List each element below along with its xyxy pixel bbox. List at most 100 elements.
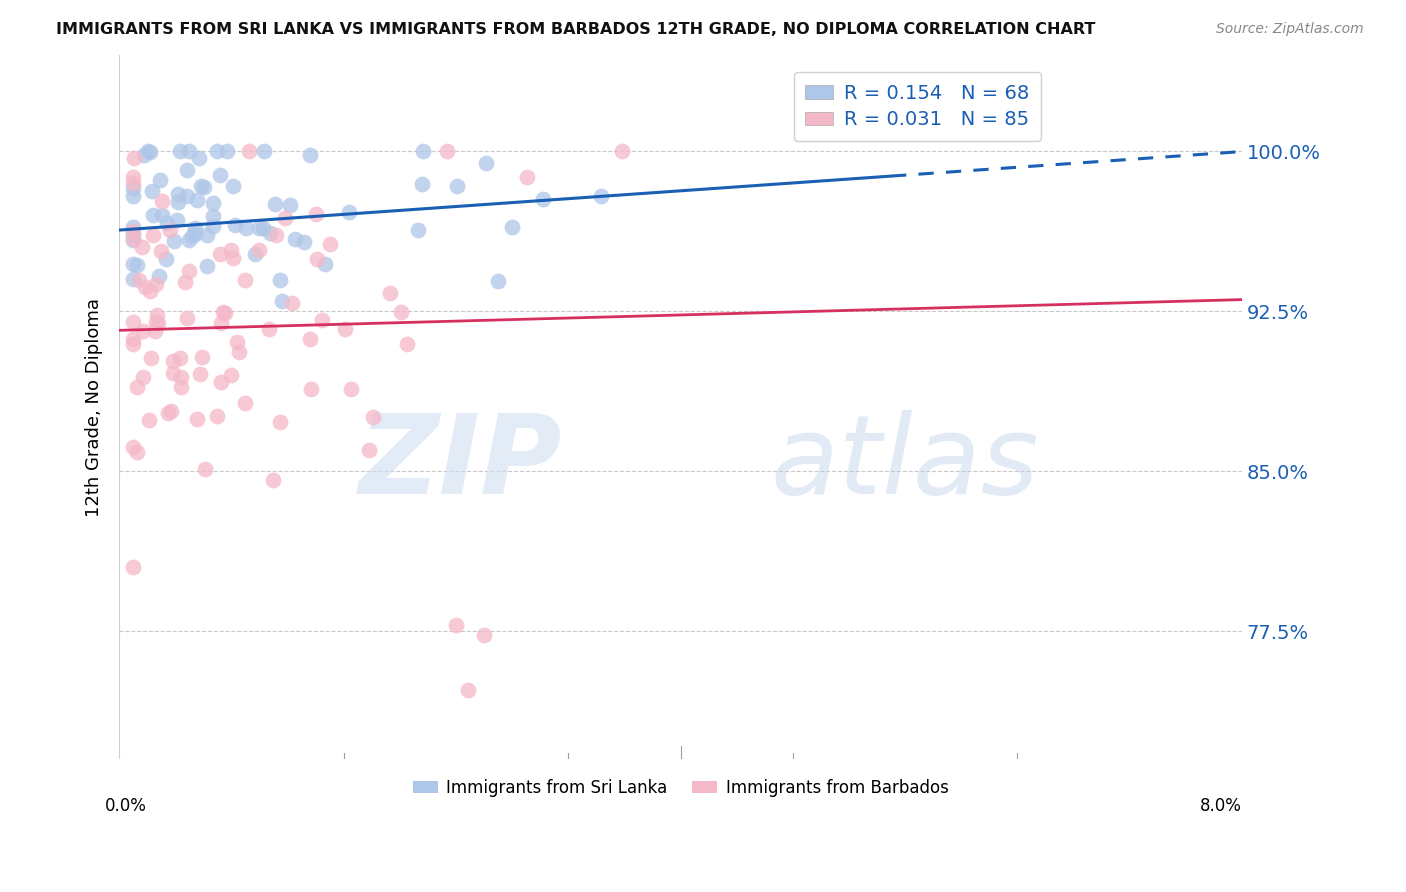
Point xyxy=(201,196,224,211)
Point xyxy=(247,221,270,235)
Point xyxy=(148,268,170,283)
Point xyxy=(233,273,256,287)
Point xyxy=(486,274,509,288)
Point xyxy=(138,145,160,159)
Point xyxy=(134,148,156,162)
Point xyxy=(149,244,172,259)
Point xyxy=(176,162,198,177)
Point xyxy=(174,275,197,289)
Point xyxy=(131,239,153,253)
Point xyxy=(305,207,328,221)
Point xyxy=(139,285,162,299)
Point xyxy=(142,228,165,243)
Point xyxy=(169,351,191,365)
Point xyxy=(233,396,256,410)
Text: IMMIGRANTS FROM SRI LANKA VS IMMIGRANTS FROM BARBADOS 12TH GRADE, NO DIPLOMA COR: IMMIGRANTS FROM SRI LANKA VS IMMIGRANTS … xyxy=(56,22,1095,37)
Point xyxy=(146,308,169,322)
Point xyxy=(149,173,172,187)
Point xyxy=(208,168,231,182)
Point xyxy=(169,144,191,158)
Point xyxy=(122,189,145,203)
Point xyxy=(128,273,150,287)
Point xyxy=(160,404,183,418)
Point xyxy=(264,197,287,211)
Point xyxy=(311,312,333,326)
Point xyxy=(193,179,215,194)
Point xyxy=(122,219,145,234)
Point xyxy=(292,235,315,250)
Point xyxy=(457,682,479,697)
Point xyxy=(472,628,495,642)
Point xyxy=(202,209,225,223)
Point xyxy=(380,285,402,300)
Text: 8.0%: 8.0% xyxy=(1199,797,1241,815)
Point xyxy=(184,221,207,235)
Point xyxy=(163,235,186,249)
Point xyxy=(212,305,235,319)
Point xyxy=(167,186,190,201)
Point xyxy=(299,382,322,396)
Point xyxy=(278,197,301,211)
Point xyxy=(253,144,276,158)
Point xyxy=(444,617,467,632)
Point xyxy=(389,305,412,319)
Point xyxy=(219,244,242,258)
Point xyxy=(145,315,167,329)
Point xyxy=(269,272,291,286)
Point xyxy=(221,179,243,194)
Point xyxy=(134,279,156,293)
Point xyxy=(262,473,284,487)
Point xyxy=(122,151,145,165)
Point xyxy=(209,316,232,330)
Point xyxy=(333,322,356,336)
Point xyxy=(186,411,208,425)
Point xyxy=(122,181,145,195)
Point xyxy=(516,169,538,184)
Point xyxy=(169,380,191,394)
Legend: Immigrants from Sri Lanka, Immigrants from Barbados: Immigrants from Sri Lanka, Immigrants fr… xyxy=(406,772,955,804)
Point xyxy=(122,224,145,238)
Point xyxy=(209,376,232,390)
Point xyxy=(408,223,430,237)
Point xyxy=(166,194,188,209)
Point xyxy=(122,337,145,351)
Point xyxy=(162,367,184,381)
Point xyxy=(319,236,342,251)
Point xyxy=(170,370,193,384)
Point xyxy=(264,227,287,242)
Point xyxy=(146,316,169,330)
Point xyxy=(122,272,145,286)
Point xyxy=(337,204,360,219)
Point xyxy=(156,216,179,230)
Point xyxy=(194,462,217,476)
Point xyxy=(136,144,159,158)
Point xyxy=(274,211,297,226)
Point xyxy=(187,151,209,165)
Y-axis label: 12th Grade, No Diploma: 12th Grade, No Diploma xyxy=(86,298,103,516)
Point xyxy=(139,351,162,366)
Point xyxy=(412,144,434,158)
Point xyxy=(214,306,236,320)
Point xyxy=(176,189,198,203)
Point xyxy=(127,258,149,272)
Point xyxy=(162,354,184,368)
Point xyxy=(259,226,281,240)
Point xyxy=(283,232,305,246)
Point xyxy=(155,252,177,267)
Point xyxy=(132,370,155,384)
Point xyxy=(122,315,145,329)
Point xyxy=(205,144,228,158)
Point xyxy=(122,333,145,347)
Point xyxy=(122,232,145,246)
Point xyxy=(157,406,180,420)
Point xyxy=(186,193,208,207)
Point xyxy=(359,442,381,457)
Text: Source: ZipAtlas.com: Source: ZipAtlas.com xyxy=(1216,22,1364,37)
Point xyxy=(122,169,145,184)
Point xyxy=(222,251,245,265)
Point xyxy=(436,144,458,158)
Point xyxy=(238,144,260,158)
Point xyxy=(145,277,167,291)
Point xyxy=(610,144,633,158)
Point xyxy=(138,413,160,427)
